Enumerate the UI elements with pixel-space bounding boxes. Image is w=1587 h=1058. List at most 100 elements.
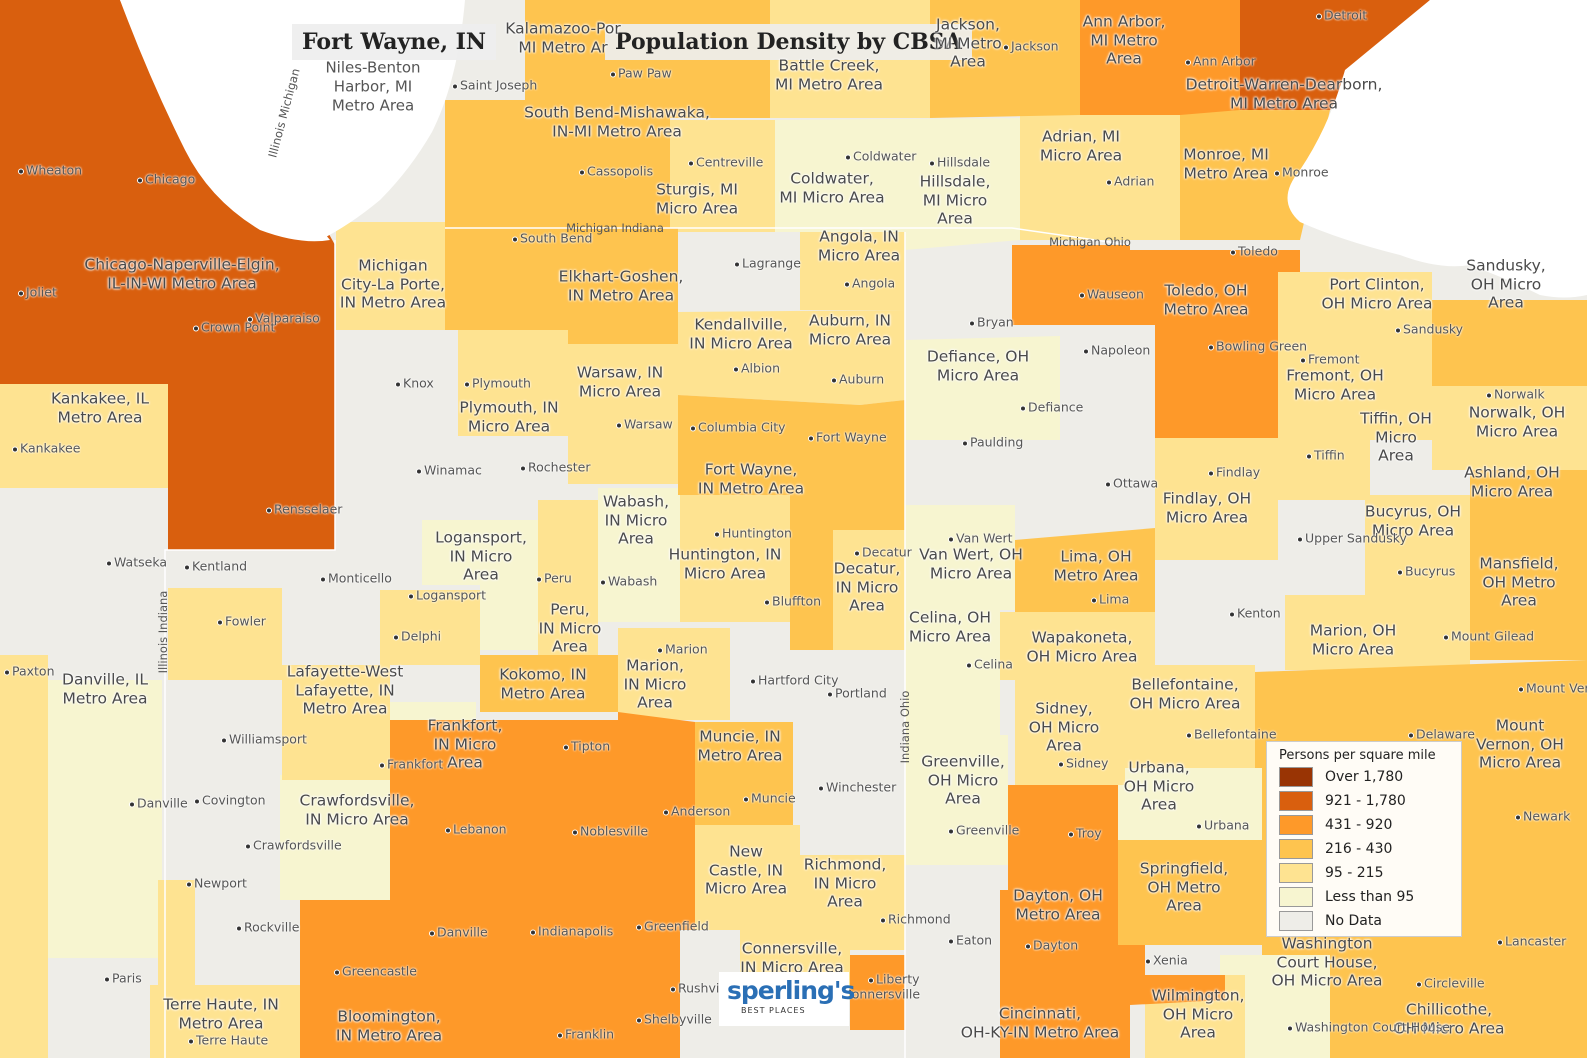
legend-swatch [1279, 791, 1313, 811]
cincinnati-edge-region [850, 955, 905, 1030]
lima-region [1015, 528, 1155, 612]
city-saint-joseph: Saint Joseph [452, 78, 537, 93]
area-label-huntington: Huntington, IN Micro Area [668, 545, 782, 583]
city-richmond: Richmond [880, 912, 951, 927]
wapakoneta-region [1000, 612, 1155, 680]
city-defiance: Defiance [1020, 400, 1083, 415]
area-label-marion-in: Marion, IN Micro Area [623, 656, 687, 712]
area-label-coldwater: Coldwater, MI Micro Area [779, 169, 885, 207]
legend-label: 216 - 430 [1325, 841, 1393, 857]
city-fremont: Fremont [1300, 352, 1359, 367]
legend-item-95-215: 95 - 215 [1279, 862, 1384, 884]
city-hillsdale: Hillsdale [929, 155, 990, 170]
huntington-region [680, 495, 790, 622]
new-castle-region [695, 825, 800, 930]
area-label-findlay: Findlay, OH Micro Area [1162, 489, 1252, 527]
area-label-south-bend: South Bend-Mishawaka, IN-MI Metro Area [524, 103, 710, 141]
area-label-chicago: Chicago-Naperville-Elgin, IL-IN-WI Metro … [84, 255, 280, 293]
city-mount-gilead: Mount Gilead [1443, 629, 1534, 644]
area-label-dayton: Dayton, OH Metro Area [1013, 886, 1103, 924]
kendallville-auburn-region [678, 310, 905, 405]
fort-wayne-region [678, 395, 905, 650]
lake-erie [1287, 0, 1587, 298]
city-danville-in: Danville [429, 925, 488, 940]
city-coldwater: Coldwater [845, 149, 916, 164]
city-ottawa: Ottawa [1105, 476, 1158, 491]
kokomo-region [480, 655, 618, 712]
city-newark: Newark [1515, 809, 1570, 824]
city-bucyrus: Bucyrus [1397, 564, 1455, 579]
area-label-warsaw: Warsaw, IN Micro Area [576, 363, 664, 401]
city-cassopolis: Cassopolis [579, 164, 653, 179]
legend-swatch [1279, 911, 1313, 931]
decatur-region [833, 530, 905, 650]
city-anderson: Anderson [663, 804, 730, 819]
south-bend-region [445, 100, 670, 330]
area-label-auburn: Auburn, IN Micro Area [808, 311, 892, 349]
legend-swatch [1279, 863, 1313, 883]
norwalk-region [1432, 386, 1587, 470]
il-in-line [164, 240, 336, 1058]
city-columbia-city: Columbia City [690, 420, 786, 435]
sturgis-region [670, 120, 775, 232]
city-paxton: Paxton [4, 664, 55, 679]
legend-label: 431 - 920 [1325, 817, 1393, 833]
city-rochester: Rochester [520, 460, 591, 475]
area-label-urbana: Urbana, OH Micro Area [1123, 758, 1195, 814]
plymouth-region [458, 326, 568, 436]
area-label-port-clinton: Port Clinton, OH Micro Area [1321, 275, 1433, 313]
city-sidney: Sidney [1058, 756, 1108, 771]
dayton-region [1000, 785, 1225, 1058]
city-wheaton: Wheaton [18, 163, 82, 178]
city-greencastle: Greencastle [334, 964, 417, 979]
city-eaton: Eaton [948, 933, 992, 948]
city-joliet: Joliet [18, 285, 57, 300]
map-subtitle: Population Density by CBSA [605, 24, 972, 60]
city-lagrange: Lagrange [734, 256, 801, 271]
legend-item-over-1780: Over 1,780 [1279, 766, 1403, 788]
state-label-il-in: Illinois Indiana [156, 590, 170, 674]
angola-region [800, 232, 905, 310]
city-mount-vernon: Mount Vernon [1518, 681, 1587, 696]
city-danville-il: Danville [129, 796, 188, 811]
city-dayton: Dayton [1025, 938, 1078, 953]
city-marion-in: Marion [657, 642, 708, 657]
city-ann-arbor: Ann Arbor [1185, 54, 1256, 69]
area-label-norwalk: Norwalk, OH Micro Area [1468, 403, 1566, 441]
city-napoleon: Napoleon [1083, 343, 1150, 358]
map-legend: Persons per square mile Over 1,780 921 -… [1266, 741, 1462, 937]
richmond-region [800, 855, 905, 950]
city-paw-paw: Paw Paw [610, 66, 672, 81]
area-label-wilmington: Wilmington, OH Micro Area [1151, 986, 1245, 1042]
city-frankfort: Frankfort [379, 757, 443, 772]
marion-in-region [618, 628, 730, 720]
area-label-bellefontaine: Bellefontaine, OH Micro Area [1129, 675, 1241, 713]
city-indianapolis: Indianapolis [530, 924, 613, 939]
area-label-sidney: Sidney, OH Micro Area [1028, 699, 1100, 755]
area-label-tiffin: Tiffin, OH Micro Area [1360, 409, 1432, 465]
city-winamac: Winamac [416, 463, 482, 478]
indianapolis-region [300, 712, 695, 1058]
city-detroit: Detroit [1316, 8, 1367, 23]
coldwater-hillsdale-region [775, 118, 1020, 250]
sperlings-logo[interactable]: sperling's BEST PLACES [719, 972, 855, 1026]
city-washington-ch: Washington Court House [1287, 1020, 1450, 1035]
defiance-region [905, 336, 1060, 440]
area-label-mount-vernon: Mount Vernon, OH Micro Area [1476, 716, 1564, 772]
city-xenia: Xenia [1145, 953, 1188, 968]
area-label-terre-haute: Terre Haute, IN Metro Area [163, 995, 279, 1033]
area-label-crawfordsville: Crawfordsville, IN Micro Area [299, 791, 415, 829]
city-rockville: Rockville [236, 920, 299, 935]
city-crown-point: Crown Point [193, 320, 275, 335]
city-lancaster: Lancaster [1497, 934, 1566, 949]
warsaw-region [568, 344, 678, 484]
logo-wordmark: sperling's [727, 976, 855, 1005]
city-bryan: Bryan [969, 315, 1014, 330]
area-label-van-wert: Van Wert, OH Micro Area [919, 545, 1023, 583]
city-watseka: Watseka [106, 555, 167, 570]
legend-item-less-95: Less than 95 [1279, 886, 1414, 908]
city-circleville: Circleville [1416, 976, 1485, 991]
city-greenville: Greenville [948, 823, 1019, 838]
legend-item-no-data: No Data [1279, 910, 1382, 932]
